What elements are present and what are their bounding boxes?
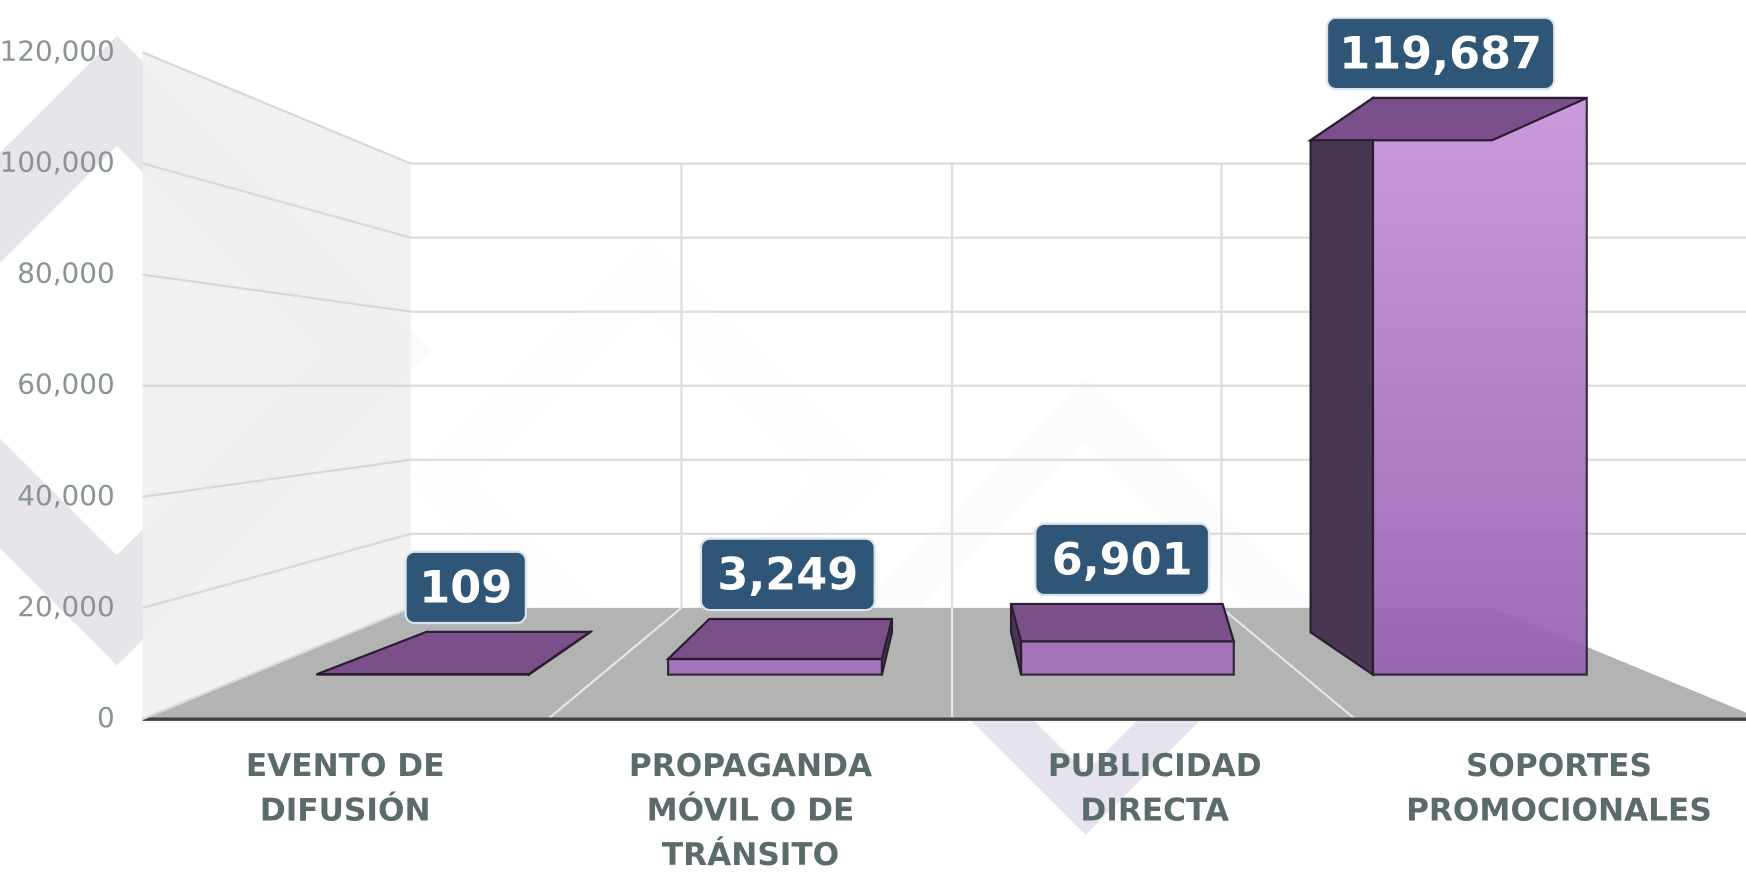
x-label-container: SOPORTES PROMOCIONALES [1392,744,1726,875]
bar-front [1021,641,1234,674]
y-tick-label: 0 [97,701,115,734]
y-tick-label: 20,000 [17,590,114,623]
bar [1011,604,1234,675]
x-tick-label: PUBLICIDAD DIRECTA [988,744,1322,833]
value-label: 3,249 [717,548,858,600]
y-tick-label: 40,000 [17,479,114,512]
bar-side [1311,98,1373,675]
x-label-container: EVENTO DE DIFUSIÓN [178,744,512,875]
x-tick-label: EVENTO DE DIFUSIÓN [178,744,512,833]
x-tick-label: PROPAGANDA MÓVIL O DE TRÁNSITO [583,744,917,875]
bar-top [1011,604,1234,641]
y-tick-label: 120,000 [0,34,115,67]
bar-front [1373,98,1587,675]
bar [668,619,892,675]
value-label: 6,901 [1052,533,1193,585]
page: 0 20,000 40,000 60,000 80,000 100,000 120,000 1… [0,0,1746,875]
y-tick-label: 80,000 [17,257,114,290]
chart: 0 20,000 40,000 60,000 80,000 100,000 120,000 1… [0,0,1746,875]
x-label-container: PROPAGANDA MÓVIL O DE TRÁNSITO [583,744,917,875]
value-label: 109 [419,561,512,613]
bar-top [668,619,892,659]
value-label: 119,687 [1339,27,1542,79]
bar [1311,98,1587,675]
x-tick-label: SOPORTES PROMOCIONALES [1392,744,1726,833]
x-label-container: PUBLICIDAD DIRECTA [988,744,1322,875]
bar-front [668,659,882,675]
y-tick-label: 100,000 [0,145,115,178]
y-tick-label: 60,000 [17,368,114,401]
